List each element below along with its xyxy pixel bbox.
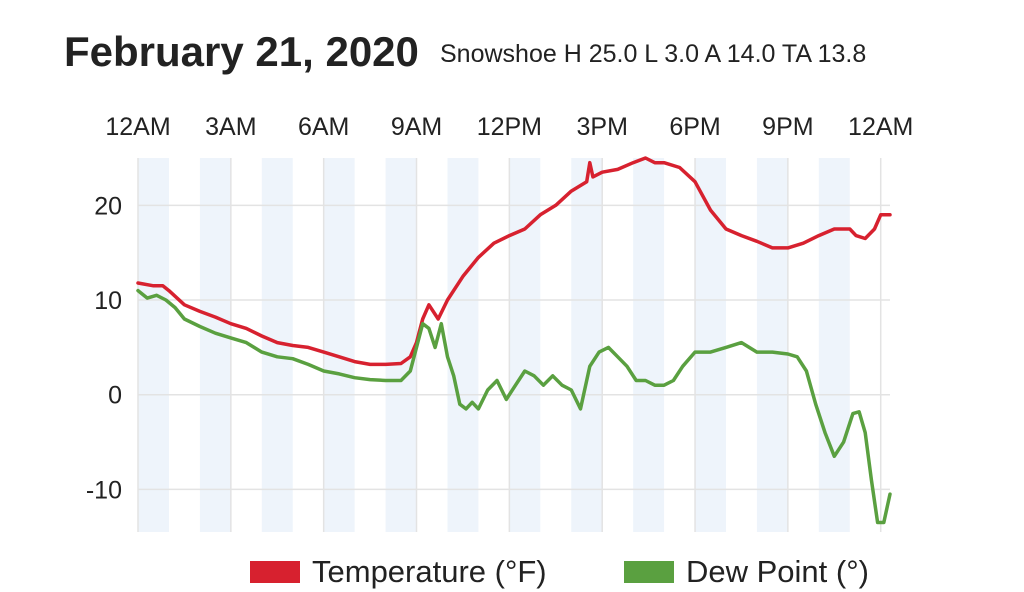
- chart-title: February 21, 2020: [64, 28, 419, 75]
- x-tick-label: 6AM: [298, 113, 349, 141]
- x-tick-label: 3PM: [576, 113, 627, 141]
- hour-band: [138, 158, 169, 532]
- legend-swatch-temperature: [250, 561, 300, 583]
- x-tick-label: 3AM: [205, 113, 256, 141]
- hour-band: [447, 158, 479, 532]
- hour-band: [385, 158, 417, 532]
- hour-band: [571, 158, 603, 532]
- x-tick-label: 9PM: [762, 113, 813, 141]
- hour-band: [199, 158, 231, 532]
- legend-item-temperature[interactable]: Temperature (°F): [250, 552, 547, 592]
- x-tick-label: 12PM: [477, 113, 542, 141]
- legend-label-temperature: Temperature (°F): [312, 554, 547, 589]
- x-tick-label: 9AM: [391, 113, 442, 141]
- y-axis-labels: 20 10 0 -10: [86, 192, 122, 504]
- hour-band: [818, 158, 850, 532]
- legend-swatch-dew-point: [624, 561, 674, 583]
- x-tick-label: 6PM: [669, 113, 720, 141]
- x-tick-label: 12AM: [848, 113, 913, 141]
- x-tick-label: 12AM: [105, 113, 170, 141]
- hour-band: [756, 158, 788, 532]
- hour-band: [509, 158, 541, 532]
- hour-bands: [138, 158, 850, 532]
- hour-band: [695, 158, 726, 532]
- dew-point-line: [136, 288, 892, 525]
- y-tick-label: 0: [108, 382, 122, 410]
- hour-band: [633, 158, 665, 532]
- grid-lines: [137, 158, 890, 532]
- hour-band: [323, 158, 355, 532]
- legend-item-dew-point[interactable]: Dew Point (°): [624, 552, 869, 592]
- chart-subtitle: Snowshoe H 25.0 L 3.0 A 14.0 TA 13.8: [440, 40, 867, 68]
- series-lines: [136, 156, 892, 525]
- temperature-line: [136, 156, 892, 367]
- legend-label-dew-point: Dew Point (°): [686, 554, 869, 589]
- y-tick-label: 10: [94, 287, 122, 315]
- y-tick-label: 20: [94, 192, 122, 220]
- x-axis-labels: 12AM 3AM 6AM 9AM 12PM 3PM 6PM 9PM 12AM: [105, 113, 913, 141]
- y-tick-label: -10: [86, 476, 122, 504]
